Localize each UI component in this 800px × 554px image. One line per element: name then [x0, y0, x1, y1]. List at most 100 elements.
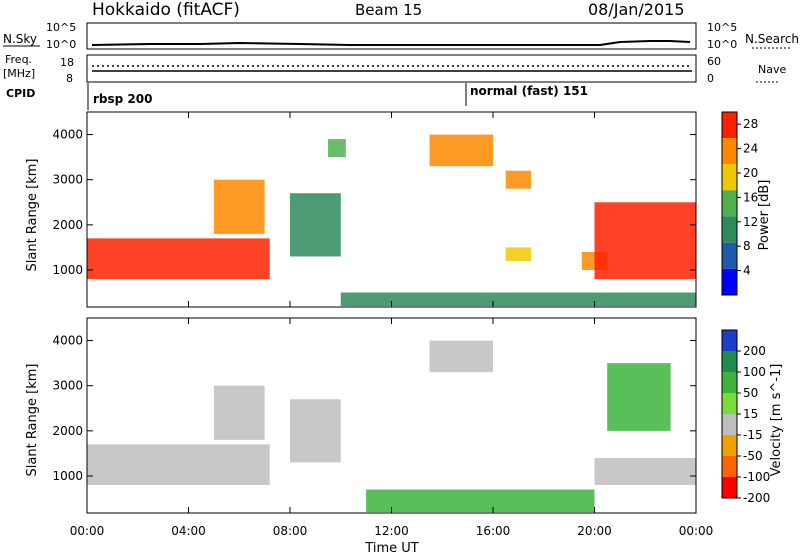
velocity-region-4: [594, 457, 696, 486]
velocity-colorbar-ticklabel-4: -15: [743, 428, 763, 442]
power-region-2: [290, 193, 341, 257]
power-colorbar-swatch-1: [722, 138, 737, 165]
power-colorbar-ticklabel-4: 20: [743, 166, 758, 180]
power-colorbar-frame: [721, 111, 738, 296]
velocity-colorbar-swatch-6: [722, 456, 737, 477]
power-region-9: [340, 292, 696, 307]
cpid-segment-1: rbsp 200: [93, 92, 152, 106]
velocity-colorbar-ticklabel-3: 15: [743, 407, 758, 421]
velocity-colorbar-label: Velocity [m s^-1]: [769, 364, 784, 477]
xtick-label-0: 00:00: [70, 524, 105, 538]
nsky-tick-bottom-right: 10^0: [707, 38, 737, 51]
velocity-region-3: [429, 340, 493, 373]
nsearch-label: N.Search: [745, 32, 799, 46]
power-ylabel: Slant Range [km]: [25, 159, 40, 272]
xtick-label-5: 20:00: [577, 524, 612, 538]
velocity-colorbar-swatch-4: [722, 414, 737, 435]
cpid-segment-2: normal (fast) 151: [470, 84, 588, 98]
time-x-axis: 00:00 04:00 08:00 12:00 16:00 20:00 00:00: [70, 112, 714, 538]
velocity-colorbar: 200 100 50 15 -15 -50 -100 -200: [721, 329, 770, 505]
power-colorbar-swatch-3: [722, 190, 737, 217]
velocity-ytick-label-3: 4000: [52, 334, 83, 348]
velocity-colorbar-swatch-3: [722, 393, 737, 414]
power-colorbar-ticklabel-1: 8: [743, 239, 751, 253]
power-panel: 1000 2000 3000 4000 Slant Range [km]: [25, 111, 697, 308]
nsky-panel: N.Sky 10^5 10^0 10^5 10^0 N.Search: [3, 21, 799, 51]
nsky-tick-bottom-left: 10^0: [46, 38, 76, 51]
velocity-region-5: [607, 363, 671, 431]
power-region-6: [505, 247, 532, 261]
freq-tick-bottom: 8: [66, 72, 73, 85]
velocity-colorbar-ticklabel-7: -200: [743, 491, 770, 505]
cpid-strip: CPID rbsp 200 normal (fast) 151: [6, 83, 588, 110]
power-colorbar-ticklabel-6: 28: [743, 117, 758, 131]
velocity-colorbar-ticklabel-5: -50: [743, 449, 763, 463]
velocity-colorbar-swatch-2: [722, 372, 737, 393]
nsky-tick-top-right: 10^5: [707, 21, 737, 34]
freq-unit: [MHz]: [3, 67, 35, 80]
beam-title: Beam 15: [355, 1, 422, 19]
power-region-3: [328, 139, 346, 158]
power-data-regions: [87, 134, 696, 307]
nave-tick-bottom: 0: [707, 72, 714, 85]
cpid-label: CPID: [6, 87, 35, 100]
freq-tick-top: 18: [60, 56, 74, 69]
power-colorbar-label: Power [dB]: [757, 180, 772, 251]
velocity-ytick-label-0: 1000: [52, 469, 83, 483]
power-colorbar-ticklabel-0: 4: [743, 264, 751, 278]
power-colorbar-ticklabel-5: 24: [743, 142, 758, 156]
power-region-0: [87, 238, 270, 280]
velocity-region-2: [290, 399, 341, 463]
power-colorbar: 4 8 12 16 20 24 28: [721, 111, 758, 296]
power-region-5: [505, 170, 532, 189]
velocity-region-1: [213, 385, 265, 440]
velocity-ytick-label-1: 2000: [52, 424, 83, 438]
power-colorbar-swatch-4: [722, 216, 737, 243]
velocity-colorbar-ticklabel-6: -100: [743, 470, 770, 484]
velocity-colorbar-ticklabel-1: 100: [743, 365, 766, 379]
velocity-data-regions: [87, 340, 696, 513]
velocity-colorbar-ticklabel-2: 50: [743, 386, 758, 400]
power-region-4: [429, 134, 493, 167]
xtick-label-1: 04:00: [171, 524, 206, 538]
station-title: Hokkaido (fitACF): [92, 0, 240, 20]
power-region-1: [213, 179, 265, 234]
xtick-label-4: 16:00: [476, 524, 511, 538]
velocity-ytick-label-2: 3000: [52, 379, 83, 393]
power-colorbar-ticklabel-2: 12: [743, 215, 758, 229]
velocity-colorbar-swatch-7: [722, 477, 737, 498]
velocity-colorbar-ticklabel-0: 200: [743, 344, 766, 358]
date-title: 08/Jan/2015: [588, 0, 685, 19]
power-ytick-label-0: 1000: [52, 263, 83, 277]
velocity-region-6: [366, 489, 595, 513]
xtick-label-3: 12:00: [374, 524, 409, 538]
power-region-8: [594, 202, 696, 280]
xtick-label-2: 08:00: [273, 524, 308, 538]
nsky-tick-top-left: 10^5: [46, 21, 76, 34]
nsky-trace: [91, 40, 691, 46]
power-ytick-label-3: 4000: [52, 128, 83, 142]
power-colorbar-swatch-2: [722, 164, 737, 191]
velocity-colorbar-swatch-0: [722, 330, 737, 351]
nave-label: Nave: [758, 63, 786, 76]
power-ytick-label-1: 2000: [52, 218, 83, 232]
velocity-panel: 1000 2000 3000 4000 Slant Range [km]: [25, 317, 697, 514]
freq-label: Freq.: [5, 53, 32, 66]
power-ytick-label-2: 3000: [52, 173, 83, 187]
velocity-colorbar-swatch-5: [722, 435, 737, 456]
power-y-axis: 1000 2000 3000 4000: [52, 128, 696, 277]
power-colorbar-ticklabel-3: 16: [743, 190, 758, 204]
velocity-colorbar-swatch-1: [722, 351, 737, 372]
nave-tick-top: 60: [707, 55, 721, 68]
power-colorbar-swatch-6: [722, 268, 737, 295]
xtick-label-6: 00:00: [679, 524, 714, 538]
velocity-region-0: [87, 444, 270, 486]
power-colorbar-swatch-0: [722, 112, 737, 139]
velocity-y-axis: 1000 2000 3000 4000: [52, 334, 696, 483]
velocity-ylabel: Slant Range [km]: [25, 364, 40, 477]
power-colorbar-swatch-5: [722, 242, 737, 269]
freq-panel: Freq. [MHz] 18 8 60 0 Nave: [3, 53, 786, 85]
nsky-label: N.Sky: [3, 32, 37, 46]
x-axis-label: Time UT: [364, 541, 418, 554]
